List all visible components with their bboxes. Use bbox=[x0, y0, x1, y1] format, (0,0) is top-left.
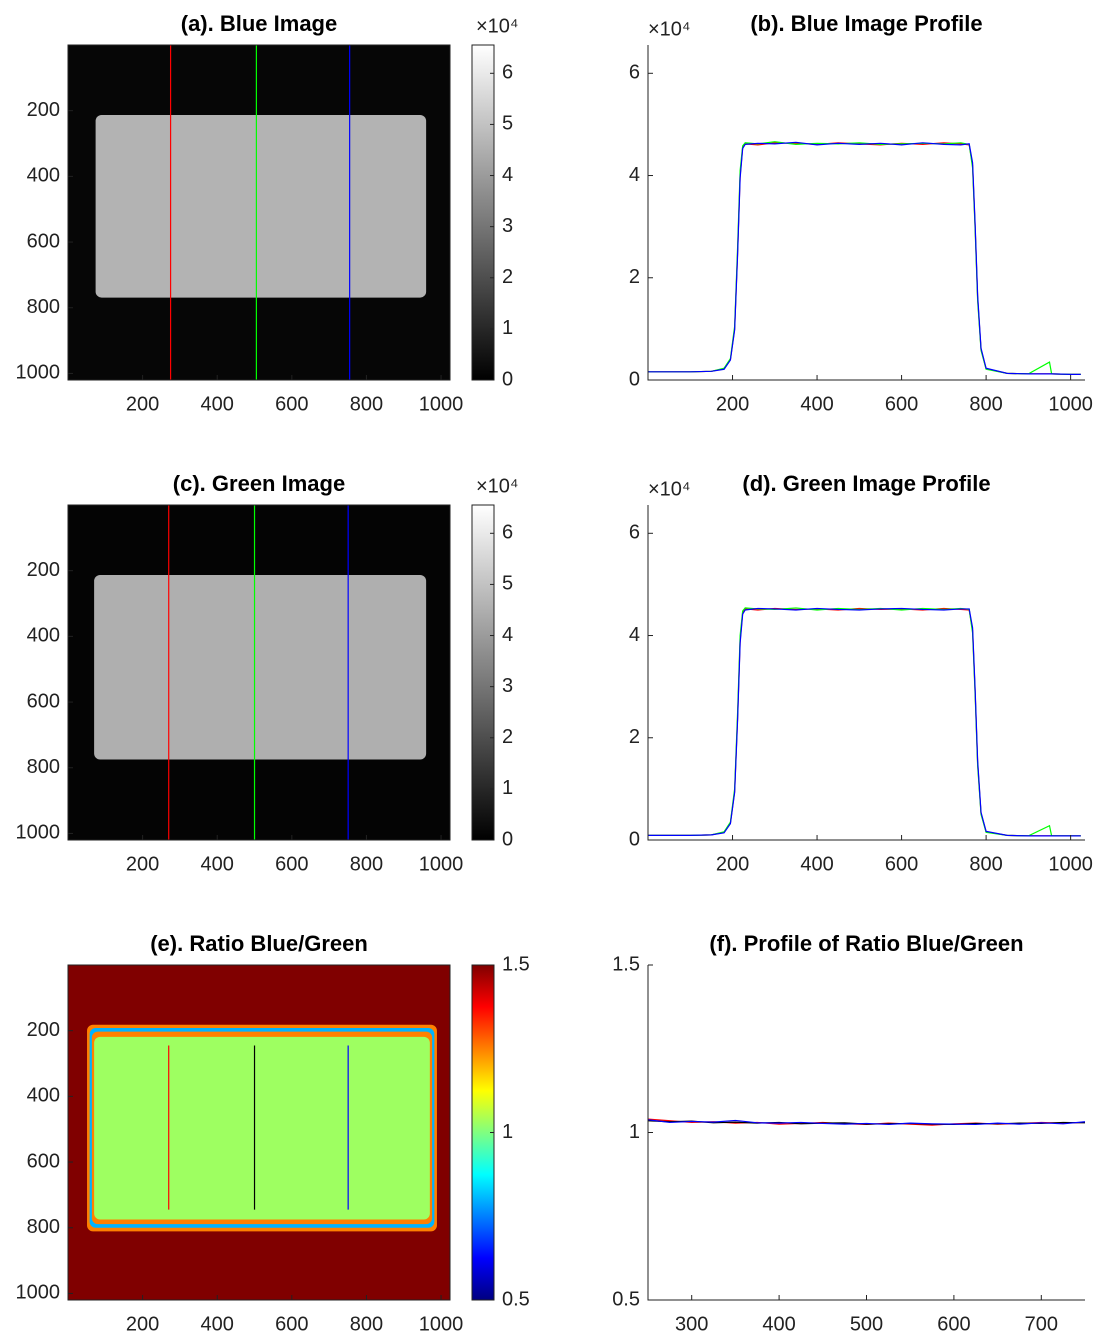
y-tick-label: 1.5 bbox=[612, 953, 640, 975]
y-tick-label: 800 bbox=[27, 296, 60, 318]
x-tick-label: 600 bbox=[937, 1313, 970, 1335]
y-tick-label: 600 bbox=[27, 230, 60, 252]
x-tick-label: 200 bbox=[126, 1313, 159, 1335]
colorbar-tick-label: 4 bbox=[502, 624, 513, 646]
colorbar-tick-label: 3 bbox=[502, 675, 513, 697]
y-tick-label: 0.5 bbox=[612, 1288, 640, 1310]
y-tick-label: 1000 bbox=[16, 822, 61, 844]
colorbar-tick-label: 0.5 bbox=[502, 1288, 530, 1310]
chart-title: (e). Ratio Blue/Green bbox=[150, 931, 368, 956]
y-tick-label: 600 bbox=[27, 1150, 60, 1172]
colorbar-tick-label: 6 bbox=[502, 62, 513, 84]
y-tick-label: 0 bbox=[629, 368, 640, 390]
colorbar-exponent: ×10⁴ bbox=[476, 15, 519, 37]
x-tick-label: 800 bbox=[969, 853, 1002, 875]
colorbar-tick-label: 0 bbox=[502, 368, 513, 390]
y-tick-label: 6 bbox=[629, 522, 640, 544]
y-tick-label: 600 bbox=[27, 690, 60, 712]
y-tick-label: 800 bbox=[27, 1216, 60, 1238]
colorbar-tick-label: 1 bbox=[502, 317, 513, 339]
x-tick-label: 1000 bbox=[419, 393, 464, 415]
x-tick-label: 400 bbox=[201, 853, 234, 875]
y-tick-label: 200 bbox=[27, 1019, 60, 1041]
x-tick-label: 800 bbox=[350, 393, 383, 415]
y-tick-label: 200 bbox=[27, 559, 60, 581]
chart-title: (a). Blue Image bbox=[181, 11, 337, 36]
colorbar-tick-label: 1 bbox=[502, 1121, 513, 1143]
x-tick-label: 400 bbox=[762, 1313, 795, 1335]
y-exponent: ×10⁴ bbox=[648, 478, 691, 500]
x-tick-label: 700 bbox=[1025, 1313, 1058, 1335]
x-tick-label: 1000 bbox=[419, 1313, 464, 1335]
x-tick-label: 200 bbox=[716, 393, 749, 415]
colorbar-tick-label: 1 bbox=[502, 777, 513, 799]
x-tick-label: 1000 bbox=[1048, 853, 1093, 875]
colorbar-tick-label: 6 bbox=[502, 522, 513, 544]
y-tick-label: 800 bbox=[27, 756, 60, 778]
plot-area bbox=[68, 505, 450, 840]
colorbar-exponent: ×10⁴ bbox=[476, 475, 519, 497]
x-tick-label: 200 bbox=[716, 853, 749, 875]
y-tick-label: 2 bbox=[629, 726, 640, 748]
colorbar bbox=[472, 505, 494, 840]
y-tick-label: 1000 bbox=[16, 362, 61, 384]
chart-title: (b). Blue Image Profile bbox=[750, 11, 982, 36]
plot-area bbox=[68, 45, 450, 380]
y-tick-label: 4 bbox=[629, 164, 640, 186]
x-tick-label: 600 bbox=[885, 853, 918, 875]
colorbar-tick-label: 2 bbox=[502, 266, 513, 288]
y-tick-label: 400 bbox=[27, 625, 60, 647]
y-tick-label: 6 bbox=[629, 62, 640, 84]
y-tick-label: 400 bbox=[27, 165, 60, 187]
x-tick-label: 800 bbox=[350, 1313, 383, 1335]
colorbar-tick-label: 2 bbox=[502, 726, 513, 748]
x-tick-label: 400 bbox=[800, 393, 833, 415]
colorbar-tick-label: 4 bbox=[502, 164, 513, 186]
x-tick-label: 600 bbox=[275, 853, 308, 875]
x-tick-label: 400 bbox=[800, 853, 833, 875]
y-tick-label: 4 bbox=[629, 624, 640, 646]
y-exponent: ×10⁴ bbox=[648, 18, 691, 40]
colorbar-tick-label: 0 bbox=[502, 828, 513, 850]
y-tick-label: 1000 bbox=[16, 1282, 61, 1304]
x-tick-label: 500 bbox=[850, 1313, 883, 1335]
chart-title: (c). Green Image bbox=[173, 471, 345, 496]
colorbar-tick-label: 1.5 bbox=[502, 953, 530, 975]
x-tick-label: 1000 bbox=[1048, 393, 1093, 415]
y-tick-label: 0 bbox=[629, 828, 640, 850]
y-tick-label: 2 bbox=[629, 266, 640, 288]
colorbar-tick-label: 3 bbox=[502, 215, 513, 237]
image-region bbox=[96, 115, 427, 298]
x-tick-label: 200 bbox=[126, 393, 159, 415]
x-tick-label: 400 bbox=[201, 1313, 234, 1335]
colorbar-tick-label: 5 bbox=[502, 113, 513, 135]
colorbar bbox=[472, 45, 494, 380]
x-tick-label: 300 bbox=[675, 1313, 708, 1335]
colorbar-tick-label: 5 bbox=[502, 573, 513, 595]
y-tick-label: 1 bbox=[629, 1121, 640, 1143]
y-tick-label: 400 bbox=[27, 1085, 60, 1107]
figure: (a). Blue Image0123456×10⁴20040060080010… bbox=[0, 0, 1104, 1339]
chart-title: (f). Profile of Ratio Blue/Green bbox=[709, 931, 1023, 956]
x-tick-label: 800 bbox=[350, 853, 383, 875]
image-region bbox=[94, 575, 426, 760]
chart-title: (d). Green Image Profile bbox=[742, 471, 990, 496]
x-tick-label: 600 bbox=[275, 1313, 308, 1335]
y-tick-label: 200 bbox=[27, 99, 60, 121]
image-region bbox=[94, 1037, 430, 1220]
x-tick-label: 200 bbox=[126, 853, 159, 875]
x-tick-label: 400 bbox=[201, 393, 234, 415]
x-tick-label: 1000 bbox=[419, 853, 464, 875]
x-tick-label: 600 bbox=[275, 393, 308, 415]
x-tick-label: 600 bbox=[885, 393, 918, 415]
plot-area bbox=[68, 965, 450, 1300]
x-tick-label: 800 bbox=[969, 393, 1002, 415]
